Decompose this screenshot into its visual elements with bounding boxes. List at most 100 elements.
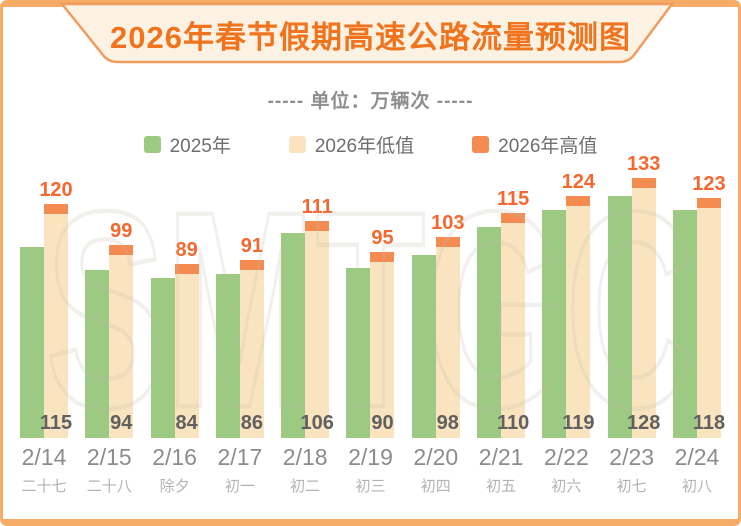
bar-2026-stack: 99 94 [109, 220, 134, 438]
low-value-label: 118 [692, 412, 726, 434]
legend-swatch-icon [288, 136, 306, 153]
bar-2025 [346, 268, 371, 438]
high-value-label: 133 [626, 153, 661, 175]
date-label: 2/16 [152, 444, 197, 470]
date-label: 2/17 [217, 444, 263, 470]
bar-2026-low [435, 247, 460, 438]
bar-chart-plot: 120 115 2/14 二十七 99 94 2/15 二十八 89 84 2/16 除夕 91 86 2/… [20, 150, 726, 495]
bar-pair: 120 115 [20, 179, 73, 438]
legend-item-2: 2026年高值 [472, 131, 597, 158]
bar-2026-stack: 95 90 [370, 227, 395, 438]
bar-pair: 95 90 [346, 227, 395, 438]
bar-2025 [607, 196, 632, 438]
lunar-day-label: 除夕 [159, 478, 190, 495]
legend-item-1: 2026年低值 [288, 131, 415, 158]
date-label: 2/18 [282, 444, 328, 470]
low-value-label: 106 [300, 412, 334, 434]
bar-pair: 124 119 [542, 171, 595, 438]
bar-2026-low [44, 214, 68, 438]
high-value-label: 99 [110, 220, 133, 242]
bar-group-2-16: 89 84 2/16 除夕 [150, 150, 199, 495]
date-label: 2/20 [413, 444, 459, 470]
high-value-label: 111 [301, 196, 333, 218]
bar-2026-high-cap [631, 178, 656, 188]
bar-2025 [411, 255, 436, 438]
bar-group-2-15: 99 94 2/15 二十八 [85, 150, 134, 495]
date-label: 2/19 [348, 444, 393, 470]
frame-bottom-strip [0, 519, 741, 526]
lunar-day-label: 二十八 [86, 478, 132, 495]
date-label: 2/14 [21, 444, 67, 470]
legend-item-0: 2025年 [143, 131, 231, 158]
bar-group-2-20: 103 98 2/20 初四 [411, 150, 464, 495]
bar-group-2-19: 95 90 2/19 初三 [346, 150, 395, 495]
bar-pair: 91 86 [215, 235, 264, 438]
bar-2025 [281, 233, 306, 438]
lunar-day-label: 初五 [486, 478, 517, 495]
lunar-day-label: 初六 [551, 478, 582, 495]
low-value-label: 86 [240, 412, 264, 434]
low-value-label: 115 [39, 412, 73, 434]
bar-2025 [20, 247, 44, 438]
date-label: 2/23 [609, 444, 655, 470]
high-value-label: 124 [561, 171, 596, 193]
bar-2026-high-cap [370, 252, 395, 262]
bar-2026-low [370, 262, 395, 438]
lunar-day-label: 初八 [681, 478, 712, 495]
bar-pair: 89 84 [150, 239, 199, 438]
date-label: 2/15 [86, 444, 132, 470]
lunar-day-label: 初四 [420, 478, 451, 495]
bar-2026-high-cap [239, 260, 264, 270]
bar-pair: 103 98 [411, 212, 464, 438]
bar-pair: 99 94 [85, 220, 134, 438]
bar-pair: 111 106 [281, 196, 334, 438]
high-value-label: 95 [371, 227, 394, 249]
bar-2026-low [696, 208, 721, 438]
bar-2026-stack: 91 86 [239, 235, 264, 438]
low-value-label: 90 [371, 412, 394, 434]
lunar-day-label: 初二 [290, 478, 321, 495]
bar-2026-high-cap [501, 213, 526, 223]
bar-2025 [477, 227, 502, 438]
bar-group-2-21: 115 110 2/21 初五 [477, 150, 529, 495]
bar-2026-stack: 89 84 [174, 239, 199, 438]
legend-label: 2026年低值 [314, 136, 415, 157]
low-value-label: 94 [110, 412, 133, 434]
banner-ribbon-shape [59, 2, 675, 64]
bar-2026-stack: 115 110 [497, 188, 529, 438]
bar-2026-stack: 103 98 [431, 212, 464, 438]
bar-2025 [215, 274, 240, 438]
bar-2026-low [109, 255, 134, 438]
lunar-day-label: 初三 [355, 478, 386, 495]
bar-2026-high-cap [109, 245, 134, 255]
title-banner: 2026年春节假期高速公路流量预测图 [0, 0, 741, 68]
bar-2026-stack: 120 115 [39, 179, 73, 438]
date-label: 2/21 [478, 444, 524, 470]
bar-2026-high-cap [435, 237, 460, 247]
bar-2026-high-cap [174, 264, 199, 274]
date-label: 2/22 [543, 444, 589, 470]
high-value-label: 89 [175, 239, 198, 261]
bar-group-2-14: 120 115 2/14 二十七 [20, 150, 73, 495]
bar-2025 [150, 278, 175, 438]
bar-pair: 123 118 [672, 173, 726, 438]
bar-2026-stack: 111 106 [301, 196, 334, 438]
bar-2026-stack: 124 119 [562, 171, 595, 438]
legend-swatch-icon [472, 136, 490, 153]
low-value-label: 119 [562, 412, 595, 434]
page-title: 2026年春节假期高速公路流量预测图 [110, 19, 631, 55]
unit-subtitle: ----- 单位：万辆次 ----- [267, 91, 474, 112]
bar-2026-low [501, 223, 526, 438]
bar-2026-high-cap [566, 196, 591, 206]
bar-2025 [672, 210, 697, 438]
bar-pair: 115 110 [477, 188, 529, 438]
low-value-label: 110 [496, 412, 530, 434]
bar-group-2-17: 91 86 2/17 初一 [215, 150, 264, 495]
bar-pair: 133 128 [607, 153, 660, 438]
bar-group-2-22: 124 119 2/22 初六 [542, 150, 595, 495]
bar-2026-stack: 133 128 [627, 153, 660, 438]
high-value-label: 120 [39, 179, 73, 201]
bar-2026-high-cap [305, 221, 330, 231]
high-value-label: 103 [431, 212, 465, 234]
lunar-day-label: 二十七 [21, 478, 67, 495]
